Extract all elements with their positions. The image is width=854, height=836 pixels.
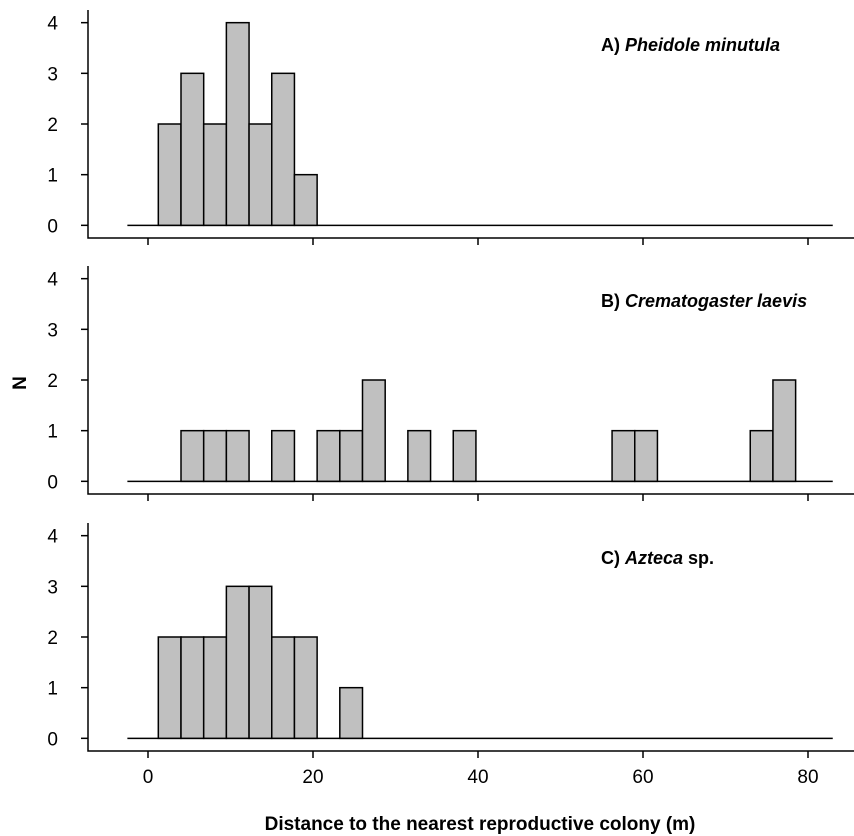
x-tick-label: 0 bbox=[143, 767, 154, 788]
histogram-bar bbox=[180, 72, 205, 227]
x-tick-label: 60 bbox=[632, 767, 653, 788]
x-tick-label: 20 bbox=[302, 767, 323, 788]
panel-axes bbox=[87, 523, 854, 752]
histogram-bar bbox=[339, 429, 364, 483]
panels: 0 1 2 3 4 A) Pheidole minutula 0 1 2 3 4 B) Cremato… bbox=[47, 10, 854, 788]
histogram-bar bbox=[225, 21, 250, 227]
panel-label: A) Pheidole minutula bbox=[601, 35, 780, 55]
panel-letter: C) bbox=[601, 548, 625, 568]
y-tick-label: 4 bbox=[47, 527, 58, 548]
panel-b: 0 1 2 3 4 B) Crematogaster laevis bbox=[47, 266, 854, 501]
y-axis-title: N bbox=[10, 376, 31, 390]
histogram-bar bbox=[157, 636, 182, 740]
panel-letter: B) bbox=[601, 291, 625, 311]
panel-axes bbox=[87, 10, 854, 239]
histogram-bar bbox=[271, 429, 296, 483]
x-tick-label: 80 bbox=[797, 767, 818, 788]
y-tick-label: 0 bbox=[47, 729, 58, 750]
histogram-bar bbox=[407, 429, 432, 483]
y-tick-label: 3 bbox=[47, 577, 58, 598]
histogram-bar bbox=[452, 429, 477, 483]
histogram-bar bbox=[293, 173, 318, 227]
histogram-bar bbox=[339, 686, 364, 740]
panel-label: C) Azteca sp. bbox=[601, 548, 714, 568]
y-tick-label: 0 bbox=[47, 472, 58, 493]
histogram-bar bbox=[248, 585, 273, 740]
histogram-bar bbox=[180, 429, 205, 483]
y-tick-label: 2 bbox=[47, 115, 58, 136]
species-name: Crematogaster laevis bbox=[625, 291, 807, 311]
histogram-bar bbox=[316, 429, 341, 483]
y-tick-label: 2 bbox=[47, 628, 58, 649]
histogram-bar bbox=[271, 72, 296, 227]
histogram-bar bbox=[772, 379, 797, 483]
panel-axes bbox=[87, 266, 854, 495]
x-tick-label: 40 bbox=[467, 767, 488, 788]
y-tick-label: 4 bbox=[47, 270, 58, 291]
histogram-bar bbox=[749, 429, 774, 483]
histogram-bar bbox=[271, 636, 296, 740]
histogram-bar bbox=[202, 636, 228, 740]
histogram-bar bbox=[202, 123, 228, 227]
panel-letter: A) bbox=[601, 35, 625, 55]
species-name: Pheidole minutula bbox=[625, 35, 780, 55]
y-tick-label: 2 bbox=[47, 371, 58, 392]
x-axis-title: Distance to the nearest reproductive col… bbox=[265, 814, 696, 835]
y-tick-label: 1 bbox=[47, 166, 58, 187]
y-tick-label: 4 bbox=[47, 14, 58, 35]
histogram-bar bbox=[293, 636, 318, 740]
panel-label: B) Crematogaster laevis bbox=[601, 291, 807, 311]
histogram-bar bbox=[361, 379, 386, 483]
histogram-bar bbox=[202, 429, 228, 483]
y-tick-label: 3 bbox=[47, 320, 58, 341]
histogram-bar bbox=[157, 123, 182, 227]
panel-a: 0 1 2 3 4 A) Pheidole minutula bbox=[47, 10, 854, 245]
histogram-bar bbox=[225, 585, 250, 740]
histogram-bar bbox=[225, 429, 250, 483]
y-tick-label: 0 bbox=[47, 216, 58, 237]
histogram-bar bbox=[248, 123, 273, 227]
species-name: Azteca bbox=[624, 548, 683, 568]
y-tick-label: 1 bbox=[47, 422, 58, 443]
y-tick-label: 3 bbox=[47, 64, 58, 85]
y-tick-label: 1 bbox=[47, 679, 58, 700]
species-suffix: sp. bbox=[683, 548, 714, 568]
histogram-bar bbox=[611, 429, 636, 483]
histogram-bar bbox=[180, 636, 205, 740]
histogram-bar bbox=[634, 429, 659, 483]
